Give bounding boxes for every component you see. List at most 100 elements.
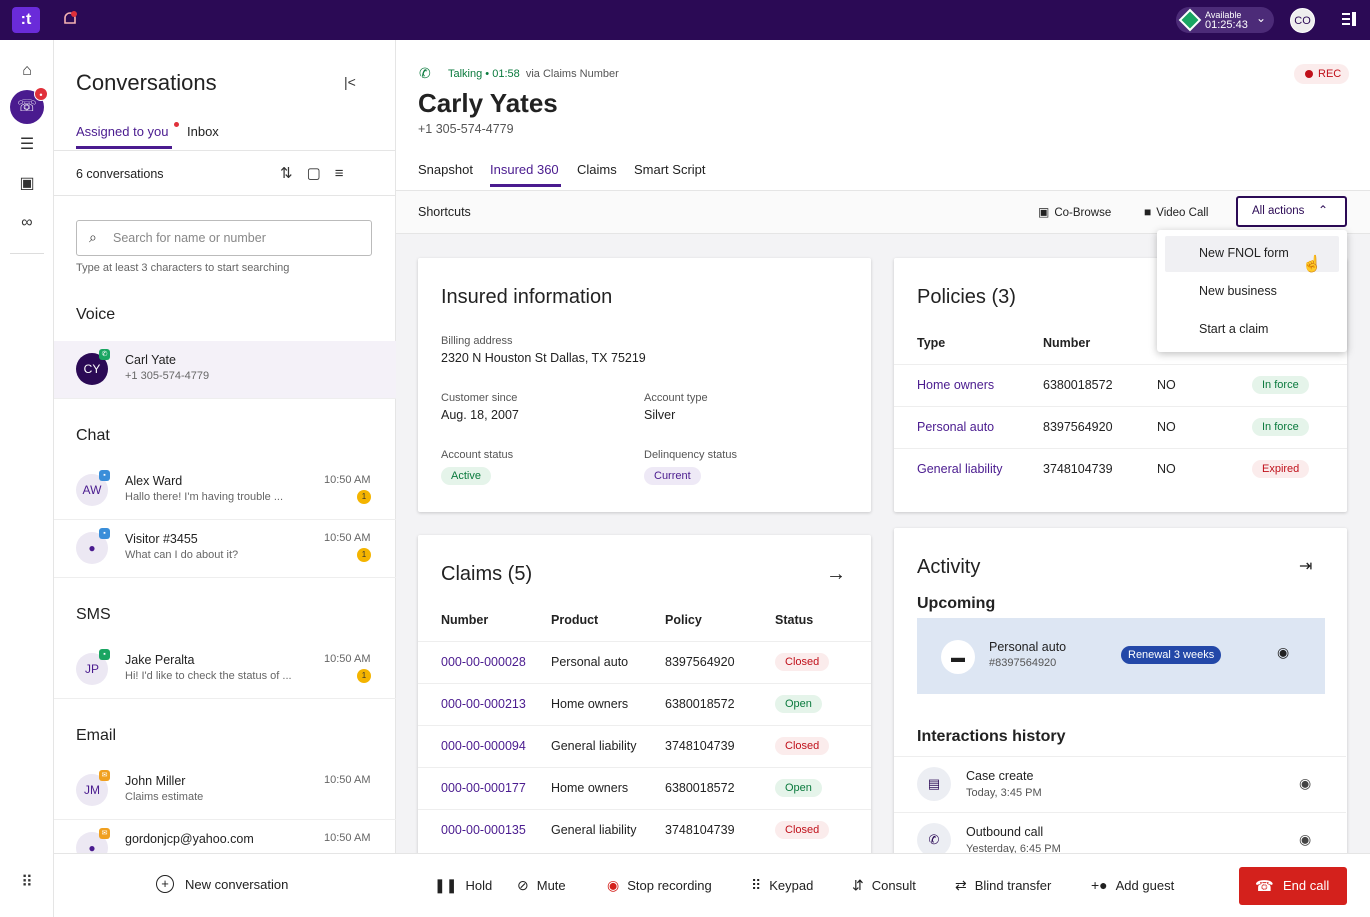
table-row: 000-00-000135 General liability 37481047… [418, 809, 871, 851]
stop-record-icon: ◉ [607, 877, 620, 893]
contact-sub: Hallo there! I'm having trouble ... [125, 491, 284, 503]
sort-icon[interactable]: ⇅ [280, 165, 307, 182]
activity-title: Activity [917, 556, 981, 578]
keypad-label: Keypad [769, 878, 814, 893]
add-guest-button[interactable]: +● Add guest [1091, 877, 1174, 893]
hold-button[interactable]: ❚❚ Hold [434, 877, 492, 894]
open-external-icon[interactable]: ⇥ [1299, 558, 1313, 575]
history-item[interactable]: ✆ Outbound call Yesterday, 6:45 PM ◉ [894, 812, 1346, 855]
tab-claims[interactable]: Claims [577, 162, 617, 177]
history-item[interactable]: ▤ Case create Today, 3:45 PM ◉ [894, 756, 1346, 812]
main-area: ✆ Talking • 01:58 via Claims Number REC … [396, 40, 1370, 917]
search-icon: ⌕ [89, 229, 97, 245]
search-box: ⌕ [76, 220, 372, 256]
app-logo[interactable]: :t [12, 7, 40, 33]
policy-flag: NO [1157, 420, 1176, 434]
table-row: 000-00-000213 Home owners 6380018572 Ope… [418, 683, 871, 725]
user-avatar[interactable]: CO [1290, 8, 1315, 33]
upcoming-item: ▬ Personal auto #8397564920 Renewal 3 we… [917, 618, 1325, 694]
policy-type-link[interactable]: General liability [917, 462, 1003, 476]
policies-title: Policies (3) [917, 286, 1016, 308]
conversation-item[interactable]: JP ▪ Jake Peralta Hi! I'd like to check t… [54, 641, 396, 699]
claim-status-badge: Closed [775, 821, 830, 839]
contacts-icon[interactable]: ▣ [19, 175, 35, 192]
claim-product: Home owners [551, 697, 629, 711]
claim-number-link[interactable]: 000-00-000177 [441, 781, 526, 795]
end-call-button[interactable]: ☎ End call [1239, 867, 1347, 905]
apps-grid-icon[interactable]: ⠿ [21, 874, 33, 891]
phone-channel-icon: ✆ [99, 349, 110, 360]
add-person-icon: +● [1091, 877, 1108, 893]
voicemail-icon[interactable]: ∞ [21, 214, 33, 231]
add-guest-label: Add guest [1115, 878, 1175, 893]
tab-insured-360[interactable]: Insured 360 [490, 162, 559, 177]
eye-icon[interactable]: ◉ [1299, 775, 1312, 791]
side-panel-icon[interactable] [1340, 10, 1358, 28]
eye-icon[interactable]: ◉ [1277, 644, 1290, 660]
policy-status-badge: In force [1252, 376, 1309, 394]
claim-number-link[interactable]: 000-00-000028 [441, 655, 526, 669]
table-row: General liability 3748104739 NO Expired [894, 448, 1347, 490]
new-conversation-label: New conversation [185, 877, 289, 892]
menu-item-new-fnol-form[interactable]: New FNOL form [1165, 236, 1339, 272]
chevron-down-icon: ⌄ [1256, 11, 1267, 25]
claim-number-link[interactable]: 000-00-000135 [441, 823, 526, 837]
tab-inbox[interactable]: Inbox [187, 124, 219, 139]
claim-product: Personal auto [551, 655, 629, 669]
table-row: Home owners 6380018572 NO In force [894, 364, 1347, 406]
mute-button[interactable]: ⊘ Mute [517, 877, 566, 894]
contact-name: Carl Yate [125, 353, 176, 367]
keypad-button[interactable]: ⠿ Keypad [751, 877, 813, 894]
claim-status-badge: Open [775, 695, 822, 713]
unread-dot [174, 122, 179, 127]
search-input[interactable] [113, 229, 363, 247]
contact-name: Visitor #3455 [125, 532, 198, 546]
history-sub: Yesterday, 6:45 PM [966, 843, 1061, 855]
notification-bell-icon[interactable] [60, 9, 80, 29]
filter-icon[interactable]: ≡ [334, 165, 358, 182]
conversation-item[interactable]: AW ▪ Alex Ward Hallo there! I'm having tr… [54, 462, 396, 520]
consult-button[interactable]: ⇵ Consult [852, 877, 916, 894]
video-call-button[interactable]: ■ Video Call [1144, 205, 1208, 219]
claim-product: Home owners [551, 781, 629, 795]
collapse-panel-icon[interactable]: |< [344, 74, 356, 90]
claim-number-link[interactable]: 000-00-000094 [441, 739, 526, 753]
tab-snapshot[interactable]: Snapshot [418, 162, 473, 177]
list-tools: ⇅▢≡ [280, 164, 358, 182]
end-call-label: End call [1283, 878, 1330, 893]
arrow-right-icon[interactable]: → [826, 563, 846, 585]
tab-assigned-to-you[interactable]: Assigned to you [76, 124, 169, 139]
account-type-label: Account type [644, 392, 708, 404]
history-sub: Today, 3:45 PM [966, 787, 1042, 799]
conversation-item[interactable]: ● ▪ Visitor #3455 What can I do about it?… [54, 520, 396, 578]
account-status-label: Account status [441, 449, 514, 461]
conversation-item[interactable]: CY ✆ Carl Yate +1 305-574-4779 [54, 341, 396, 399]
new-conversation-button[interactable]: + New conversation [54, 853, 396, 917]
table-row: Personal auto 8397564920 NO In force [894, 406, 1347, 448]
policy-type-link[interactable]: Home owners [917, 378, 995, 392]
eye-icon[interactable]: ◉ [1299, 831, 1312, 847]
stop-recording-button[interactable]: ◉ Stop recording [607, 877, 712, 894]
blind-transfer-button[interactable]: ⇄ Blind transfer [955, 877, 1051, 894]
all-actions-button[interactable]: All actions ⌃ [1236, 196, 1347, 227]
availability-status[interactable]: Available 01:25:43 ⌄ [1176, 7, 1274, 33]
contact-sub: +1 305-574-4779 [125, 370, 210, 382]
conversation-item[interactable]: JM ✉ John Miller Claims estimate 10:50 AM [54, 762, 396, 820]
menu-item-new-business[interactable]: New business [1199, 284, 1277, 298]
upcoming-name: Personal auto [989, 640, 1067, 654]
home-icon[interactable]: ⌂ [22, 62, 32, 79]
availability-diamond-icon [1178, 8, 1202, 32]
policy-type-link[interactable]: Personal auto [917, 420, 995, 434]
account-status-badge: Active [441, 467, 491, 485]
select-icon[interactable]: ▢ [306, 165, 335, 182]
upcoming-sub: #8397564920 [989, 657, 1057, 669]
menu-item-start-a-claim[interactable]: Start a claim [1199, 322, 1269, 336]
claim-number-link[interactable]: 000-00-000213 [441, 697, 526, 711]
avatar: JM ✉ [76, 770, 110, 806]
co-browse-button[interactable]: ▣ Co-Browse [1038, 205, 1111, 219]
claims-col-number: Number [441, 613, 489, 627]
table-row: 000-00-000177 Home owners 6380018572 Ope… [418, 767, 871, 809]
tab-smart-script[interactable]: Smart Script [634, 162, 706, 177]
task-list-icon[interactable]: ☰ [19, 136, 35, 153]
avatar: AW ▪ [76, 470, 110, 506]
